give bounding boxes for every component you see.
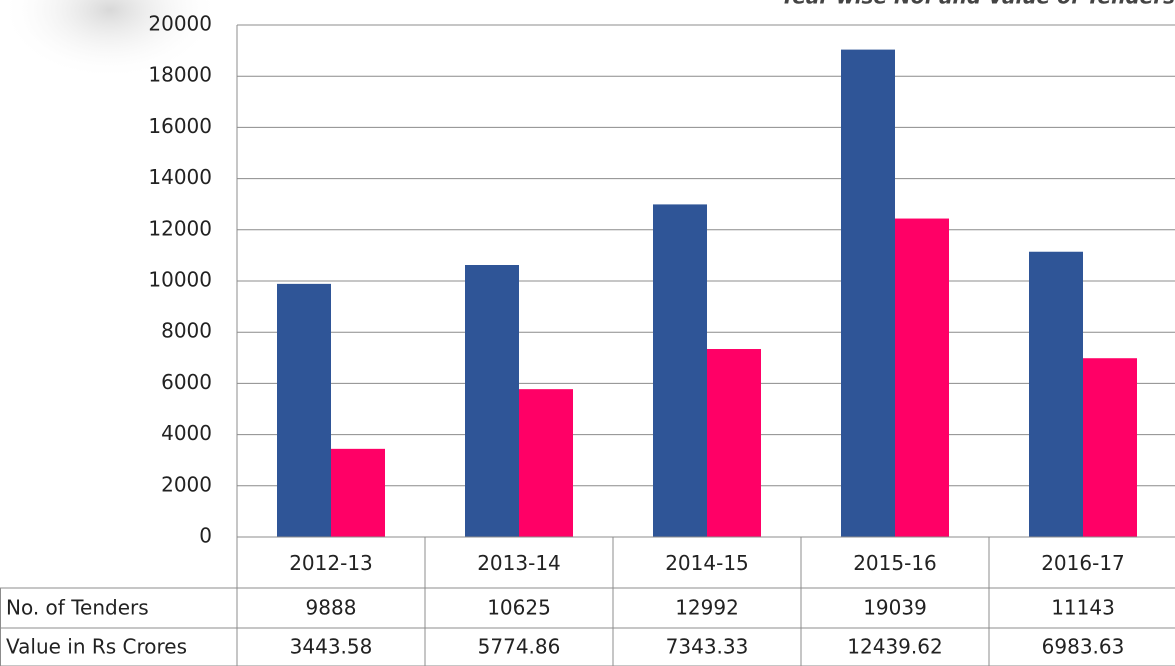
y-tick-label: 2000 — [161, 472, 212, 496]
y-tick-label: 10000 — [148, 268, 212, 292]
x-tick-label: 2016-17 — [1041, 551, 1125, 575]
bar — [277, 283, 331, 537]
bar — [707, 349, 761, 537]
x-tick-label: 2014-15 — [665, 551, 749, 575]
bar — [895, 218, 949, 538]
y-tick-label: 4000 — [161, 421, 212, 445]
table-value: 5774.86 — [478, 635, 561, 659]
y-tick-label: 6000 — [161, 370, 212, 394]
legend-label: Value in Rs Crores — [6, 635, 187, 659]
y-tick-label: 14000 — [148, 165, 212, 189]
bar — [1029, 251, 1083, 537]
table-value: 7343.33 — [666, 635, 749, 659]
table-value: 19039 — [863, 596, 927, 620]
table-value: 12439.62 — [847, 635, 942, 659]
y-tick-label: 12000 — [148, 216, 212, 240]
table-value: 10625 — [487, 596, 551, 620]
background-shade — [0, 0, 220, 80]
x-tick-label: 2015-16 — [853, 551, 937, 575]
x-tick-label: 2012-13 — [289, 551, 373, 575]
y-tick-label: 8000 — [161, 319, 212, 343]
y-tick-label: 16000 — [148, 114, 212, 138]
x-tick-label: 2013-14 — [477, 551, 561, 575]
table-value: 11143 — [1051, 596, 1115, 620]
y-tick-label: 18000 — [148, 63, 212, 87]
bar — [1083, 358, 1137, 537]
bar — [653, 204, 707, 538]
bar — [331, 448, 385, 537]
table-value: 12992 — [675, 596, 739, 620]
chart-title: Year wise No. and Value of Tenders — [780, 0, 1175, 9]
bar — [841, 49, 895, 538]
table-value: 6983.63 — [1042, 635, 1125, 659]
y-tick-label: 20000 — [148, 12, 212, 36]
table-cell — [988, 627, 1175, 666]
bar — [465, 265, 519, 537]
table-value: 9888 — [306, 596, 357, 620]
bar — [519, 389, 573, 537]
table-value: 3443.58 — [290, 635, 373, 659]
legend-label: No. of Tenders — [6, 596, 149, 620]
y-tick-label: 0 — [199, 524, 212, 548]
